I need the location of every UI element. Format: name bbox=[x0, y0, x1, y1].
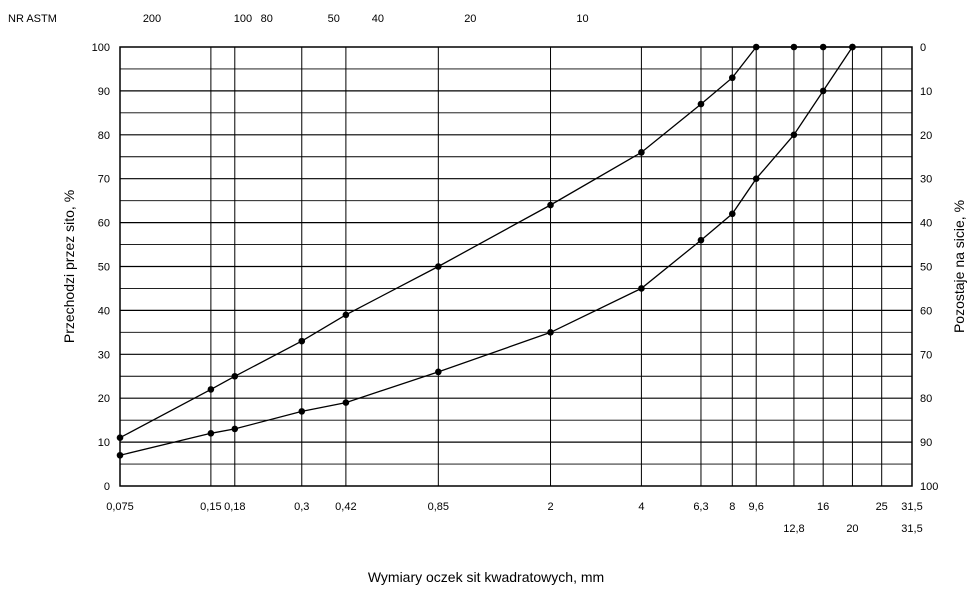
tick-labels: 0 10 20 30 40 50 60 70 80 90 100 0 10 20 30 40 50 60 70 80 9… bbox=[92, 13, 939, 535]
data-point bbox=[697, 236, 705, 244]
data-point bbox=[752, 43, 760, 51]
y2-tick-label: 60 bbox=[920, 305, 932, 317]
y2-tick-label: 70 bbox=[920, 349, 932, 361]
data-point bbox=[342, 311, 350, 319]
y2-tick-label: 80 bbox=[920, 393, 932, 405]
series-line-2 bbox=[119, 46, 853, 456]
data-point bbox=[819, 87, 827, 95]
x-tick-label: 0,85 bbox=[428, 501, 449, 513]
y-tick-label: 20 bbox=[98, 393, 110, 405]
data-point bbox=[547, 201, 554, 209]
y-axis-title: Przechodzi przez sito, % bbox=[61, 190, 77, 343]
y-tick-label: 0 bbox=[104, 481, 110, 493]
data-point bbox=[435, 368, 442, 376]
data-point bbox=[298, 408, 306, 415]
x-tick-label: 25 bbox=[876, 501, 888, 513]
y2-tick-label: 30 bbox=[920, 174, 932, 186]
series-line-1 bbox=[119, 46, 853, 439]
x-tick-label: 0,15 bbox=[200, 501, 221, 513]
y2-tick-label: 20 bbox=[920, 130, 932, 142]
data-point bbox=[752, 175, 760, 182]
astm-tick-label: 10 bbox=[576, 13, 588, 25]
x-tick-label: 4 bbox=[638, 501, 644, 513]
y-tick-label: 90 bbox=[98, 86, 110, 98]
data-point bbox=[116, 434, 124, 442]
y-tick-label: 50 bbox=[98, 262, 110, 274]
y-tick-label: 80 bbox=[98, 130, 110, 142]
data-point bbox=[207, 386, 215, 393]
data-point bbox=[849, 43, 856, 51]
astm-tick-label: 50 bbox=[328, 13, 340, 25]
y2-tick-label: 40 bbox=[920, 218, 932, 230]
y-tick-label: 10 bbox=[98, 437, 110, 449]
x-tick-label: 0,18 bbox=[224, 501, 245, 513]
data-point bbox=[435, 263, 442, 270]
data-point bbox=[697, 100, 705, 108]
y2-tick-label: 0 bbox=[920, 42, 926, 54]
y2-axis-title: Pozostaje na sicie, % bbox=[951, 200, 967, 333]
data-point bbox=[207, 430, 215, 437]
y2-tick-label: 50 bbox=[920, 262, 932, 274]
x-tick-label: 0,3 bbox=[294, 501, 309, 513]
plot-frame bbox=[119, 46, 913, 487]
astm-tick-label: 20 bbox=[464, 13, 476, 25]
astm-tick-label: 200 bbox=[143, 13, 161, 25]
gridlines bbox=[120, 47, 912, 486]
data-point bbox=[819, 43, 827, 51]
series-layer bbox=[116, 43, 856, 459]
y-tick-label: 60 bbox=[98, 218, 110, 230]
y2-tick-label: 10 bbox=[920, 86, 932, 98]
x-tick-label: 8 bbox=[729, 501, 735, 513]
y2-tick-label: 90 bbox=[920, 437, 932, 449]
data-point bbox=[231, 425, 239, 433]
y-tick-label: 70 bbox=[98, 174, 110, 186]
x-tick-label: 12,8 bbox=[783, 523, 804, 535]
x-tick-label: 9,6 bbox=[749, 501, 764, 513]
x-tick-label: 2 bbox=[547, 501, 553, 513]
data-point bbox=[116, 451, 124, 459]
x-tick-label: 0,42 bbox=[335, 501, 356, 513]
y2-tick-label: 100 bbox=[920, 481, 938, 493]
data-point bbox=[790, 131, 798, 139]
data-point bbox=[342, 399, 350, 406]
astm-label: NR ASTM bbox=[8, 13, 57, 25]
astm-tick-label: 40 bbox=[372, 13, 384, 25]
astm-tick-label: 100 bbox=[234, 13, 252, 25]
data-point bbox=[547, 329, 554, 336]
y-tick-label: 100 bbox=[92, 42, 110, 54]
x-tick-label: 16 bbox=[817, 501, 829, 513]
data-point bbox=[231, 372, 239, 380]
x-tick-label: 20 bbox=[846, 523, 858, 535]
data-point bbox=[638, 285, 645, 292]
x-tick-label: 31,5 bbox=[901, 523, 922, 535]
x-tick-label: 6,3 bbox=[693, 501, 708, 513]
x-axis-title: Wymiary oczek sit kwadratowych, mm bbox=[368, 569, 604, 585]
data-point bbox=[298, 337, 306, 345]
data-point bbox=[638, 149, 645, 156]
x-tick-label: 0,075 bbox=[106, 501, 134, 513]
astm-tick-label: 80 bbox=[261, 13, 273, 25]
y-tick-label: 40 bbox=[98, 305, 110, 317]
x-tick-label: 31,5 bbox=[901, 501, 922, 513]
data-point bbox=[728, 74, 736, 82]
y-tick-label: 30 bbox=[98, 349, 110, 361]
data-point bbox=[728, 210, 736, 218]
data-point bbox=[790, 43, 798, 51]
